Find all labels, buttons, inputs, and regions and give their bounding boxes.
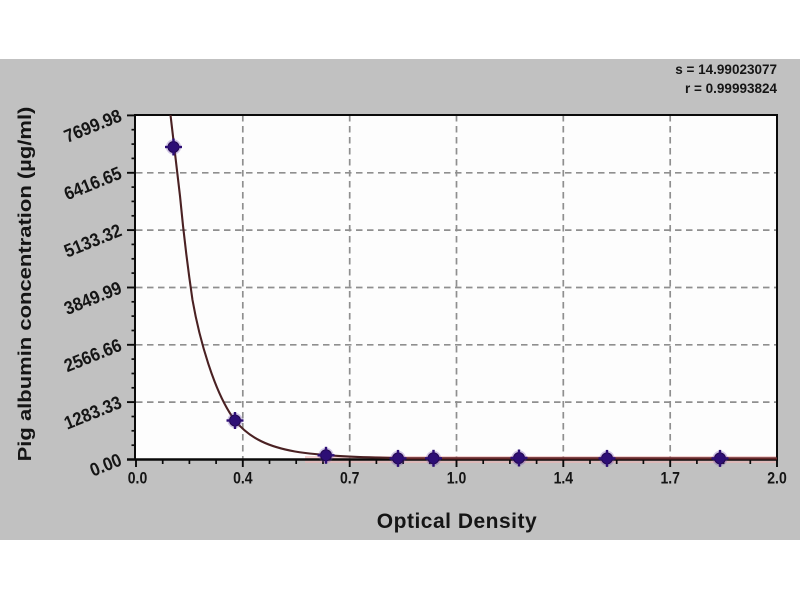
- svg-text:r = 0.99993824: r = 0.99993824: [685, 81, 777, 96]
- svg-text:0.0: 0.0: [128, 469, 147, 487]
- svg-text:0.7: 0.7: [340, 469, 359, 487]
- svg-text:Pig albumin concentration (µg/: Pig albumin concentration (µg/ml): [16, 107, 36, 462]
- svg-text:0.4: 0.4: [233, 469, 253, 487]
- svg-text:1.7: 1.7: [660, 469, 679, 487]
- svg-text:1.4: 1.4: [554, 469, 574, 487]
- svg-text:s = 14.99023077: s = 14.99023077: [675, 62, 777, 77]
- svg-text:1.0: 1.0: [447, 469, 466, 487]
- svg-text:2.0: 2.0: [767, 469, 786, 487]
- svg-text:Optical Density: Optical Density: [377, 510, 537, 533]
